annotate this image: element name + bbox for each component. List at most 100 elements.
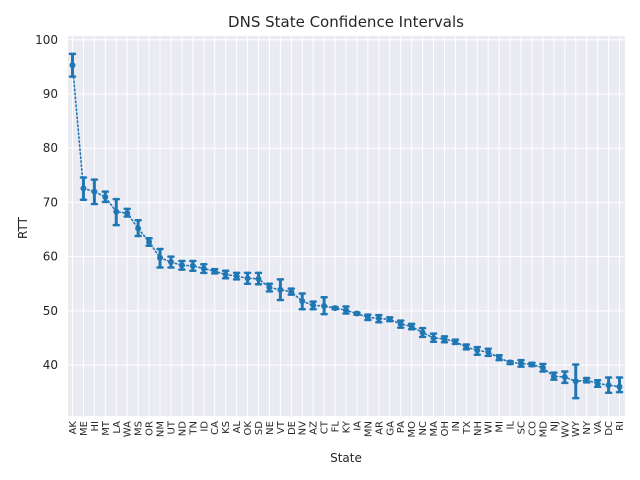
x-tick-label: GA bbox=[385, 421, 396, 436]
x-tick-label: OH bbox=[440, 421, 451, 436]
data-point bbox=[583, 377, 590, 384]
data-point bbox=[364, 314, 371, 321]
x-tick-label: CT bbox=[320, 420, 331, 434]
x-tick-label: IL bbox=[506, 421, 517, 430]
x-tick-label: MD bbox=[538, 421, 549, 438]
data-point bbox=[528, 361, 535, 368]
x-tick-label: MS bbox=[134, 421, 145, 436]
data-point bbox=[178, 262, 185, 269]
x-tick-label: NM bbox=[156, 421, 167, 437]
x-tick-label: AK bbox=[68, 421, 79, 435]
data-point bbox=[321, 302, 328, 309]
x-tick-label: AL bbox=[232, 421, 243, 434]
x-tick-label: IA bbox=[352, 421, 363, 431]
y-tick-label: 60 bbox=[43, 250, 58, 264]
data-point bbox=[397, 320, 404, 327]
y-tick-label: 80 bbox=[43, 141, 58, 155]
data-point bbox=[419, 329, 426, 336]
series-rtt bbox=[68, 52, 624, 400]
x-tick-label: AZ bbox=[309, 421, 320, 435]
x-tick-label: WA bbox=[123, 421, 134, 437]
x-tick-label: DC bbox=[604, 421, 615, 436]
data-point bbox=[485, 349, 492, 356]
data-point bbox=[146, 238, 153, 245]
x-tick-label: AR bbox=[374, 421, 385, 435]
x-tick-label: WY bbox=[571, 420, 582, 437]
x-tick-label: MT bbox=[101, 420, 112, 436]
x-tick-label: OK bbox=[243, 421, 254, 436]
x-tick-label: ND bbox=[177, 421, 188, 436]
x-tick-label: NC bbox=[418, 421, 429, 435]
data-point bbox=[539, 364, 546, 371]
x-tick-label: ID bbox=[199, 421, 210, 432]
x-tick-label: MN bbox=[363, 421, 374, 437]
x-tick-label: KS bbox=[221, 421, 232, 434]
x-tick-label: WV bbox=[560, 421, 571, 438]
data-point bbox=[299, 298, 306, 305]
data-point bbox=[102, 193, 109, 200]
data-point bbox=[343, 307, 349, 314]
data-point bbox=[200, 265, 207, 272]
data-point bbox=[211, 268, 218, 275]
data-point bbox=[572, 378, 579, 385]
x-tick-label: NY bbox=[582, 420, 593, 434]
x-tick-label: UT bbox=[166, 420, 177, 434]
x-tick-label: HI bbox=[90, 421, 101, 431]
data-point bbox=[474, 347, 481, 354]
x-tick-label: SD bbox=[254, 421, 265, 435]
data-point bbox=[452, 338, 459, 345]
data-point bbox=[408, 323, 415, 330]
data-point bbox=[561, 373, 568, 380]
y-axis-ticks: 40 50 60 70 80 90 100 bbox=[35, 33, 58, 372]
data-point bbox=[233, 273, 240, 280]
data-point bbox=[496, 354, 503, 361]
chart-title: DNS State Confidence Intervals bbox=[228, 13, 464, 31]
data-point bbox=[375, 315, 382, 322]
data-point bbox=[266, 284, 273, 291]
data-point bbox=[277, 286, 284, 293]
data-point bbox=[386, 316, 393, 323]
x-tick-label: SC bbox=[517, 421, 528, 434]
x-tick-label: NJ bbox=[549, 421, 560, 431]
x-tick-label: OR bbox=[145, 421, 156, 436]
data-point bbox=[353, 310, 360, 317]
data-point bbox=[135, 225, 142, 232]
x-tick-label: MI bbox=[495, 421, 506, 433]
x-tick-label: RI bbox=[615, 421, 626, 431]
x-tick-label: MO bbox=[407, 421, 418, 438]
data-point bbox=[69, 62, 76, 69]
x-tick-label: NH bbox=[473, 421, 484, 436]
data-point bbox=[310, 302, 317, 309]
data-point bbox=[332, 305, 339, 312]
data-point bbox=[244, 275, 251, 282]
x-axis-label: State bbox=[330, 451, 362, 465]
y-tick-label: 100 bbox=[35, 33, 58, 47]
data-point bbox=[189, 262, 196, 269]
x-tick-label: FL bbox=[331, 421, 342, 433]
y-tick-label: 40 bbox=[43, 358, 58, 372]
x-tick-label: CO bbox=[527, 421, 538, 436]
x-tick-label: TN bbox=[188, 421, 199, 436]
x-tick-label: LA bbox=[112, 421, 123, 434]
data-point bbox=[113, 208, 120, 215]
x-tick-label: MA bbox=[429, 421, 440, 437]
data-point bbox=[518, 360, 525, 367]
x-tick-label: WI bbox=[484, 421, 495, 434]
x-tick-label: ME bbox=[79, 421, 90, 436]
data-point bbox=[124, 210, 131, 217]
x-tick-label: IN bbox=[451, 421, 462, 431]
data-point bbox=[157, 254, 164, 261]
x-tick-label: DE bbox=[287, 421, 298, 435]
x-axis-ticks: AK ME HI MT LA WA MS OR NM UT ND TN ID CA KS AL OK SD NE VT… bbox=[68, 420, 626, 438]
y-tick-label: 70 bbox=[43, 195, 58, 209]
data-point bbox=[550, 373, 557, 380]
data-point bbox=[167, 259, 174, 266]
x-tick-label: VT bbox=[276, 420, 287, 434]
data-point bbox=[441, 336, 448, 343]
data-point bbox=[507, 359, 514, 366]
x-tick-label: KY bbox=[342, 420, 353, 433]
data-point bbox=[288, 288, 295, 295]
x-tick-label: NE bbox=[265, 421, 276, 435]
